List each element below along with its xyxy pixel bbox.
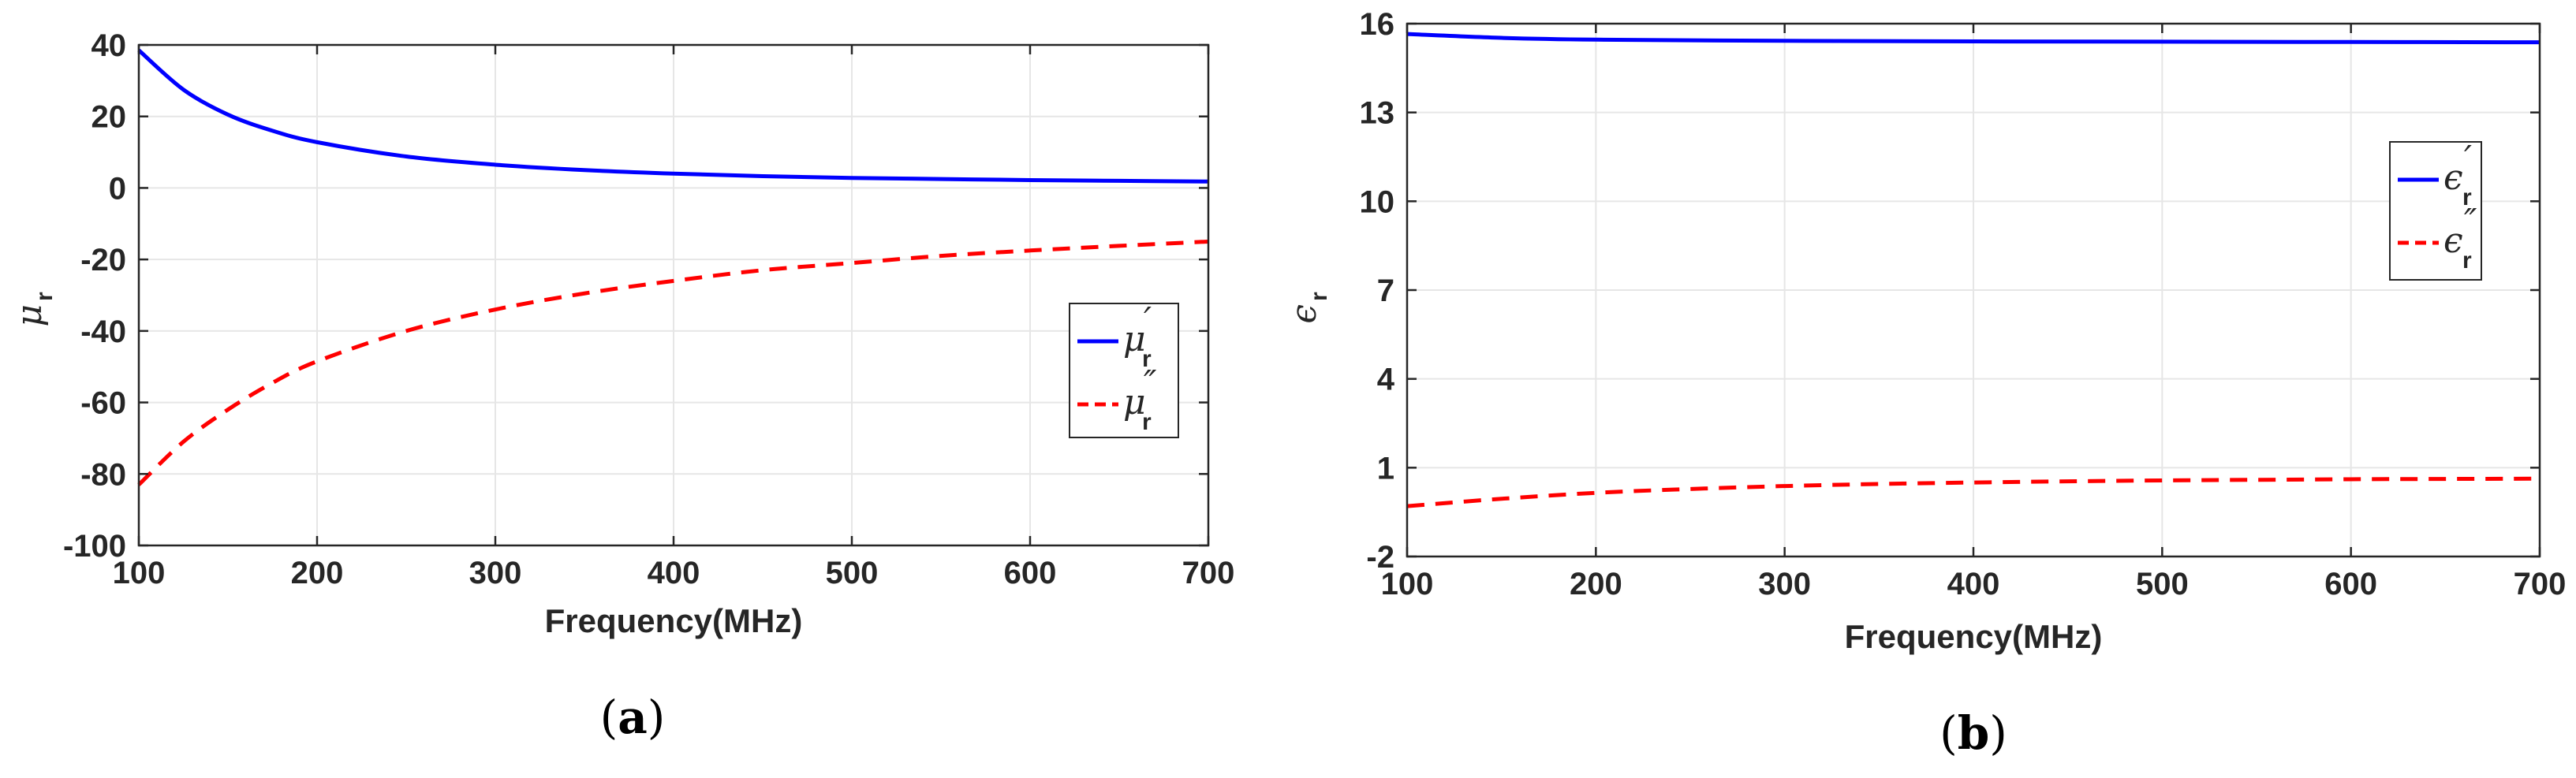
caption-open-paren: ( — [1939, 706, 1958, 760]
legend-symbol: μ — [1123, 382, 1146, 423]
y-tick-label: 4 — [1377, 363, 1395, 397]
series-line-real — [137, 48, 1209, 184]
panel-caption: (b) — [1939, 706, 2007, 760]
y-tick-label: 1 — [1377, 451, 1394, 486]
y-tick-label: -20 — [80, 243, 126, 277]
legend-prime: ″ — [1144, 363, 1157, 404]
x-tick-label: 100 — [113, 556, 166, 590]
y-tick-label: -60 — [80, 386, 126, 421]
panel-caption: (a) — [600, 691, 666, 744]
caption-letter: b — [1958, 706, 1990, 760]
legend-subscript: r — [1142, 346, 1152, 372]
legend-prime: ′ — [2464, 139, 2472, 179]
legend-box — [1069, 303, 1179, 438]
x-tick-label: 700 — [1182, 556, 1235, 590]
x-tick-label: 700 — [2514, 567, 2567, 601]
y-axis-subscript: r — [1306, 292, 1332, 301]
legend-subscript: r — [2462, 184, 2472, 210]
y-tick-label: -40 — [80, 315, 126, 349]
x-tick-label: 500 — [826, 556, 879, 590]
legend: μ′rμ″r — [1069, 300, 1179, 438]
caption-close-paren: ) — [648, 691, 666, 744]
x-tick-label: 400 — [648, 556, 700, 590]
x-tick-label: 300 — [1758, 567, 1811, 601]
y-tick-label: -80 — [80, 457, 126, 492]
legend-prime: ″ — [2464, 202, 2477, 242]
caption-letter: a — [618, 691, 648, 744]
x-tick-label: 200 — [1570, 567, 1622, 601]
y-tick-label: -100 — [63, 529, 126, 564]
series-line-imaginary — [137, 239, 1209, 486]
y-axis-label: μr — [9, 292, 58, 327]
series-line-real — [1406, 32, 2541, 45]
y-axis-label: ϵr — [1284, 292, 1332, 324]
x-tick-label: 600 — [2324, 567, 2377, 601]
chart-panel-b: 100 200 300 400 500 600 700 -2 1 4 7 10 13 16 Frequenc… — [1284, 7, 2566, 760]
y-tick-label: 16 — [1360, 7, 1395, 42]
series-line-imaginary — [1406, 476, 2541, 508]
legend-symbol: ϵ — [2443, 158, 2463, 198]
legend-symbol: μ — [1123, 319, 1146, 359]
y-tick-label: 0 — [109, 171, 126, 206]
legend-subscript: r — [2462, 248, 2472, 274]
x-axis-label: Frequency(MHz) — [545, 602, 803, 639]
legend-symbol: ϵ — [2443, 221, 2463, 261]
chart-panel-a: 100 200 300 400 500 600 700 -100 -80 -60 -40 -20 0 20… — [9, 28, 1234, 744]
caption-open-paren: ( — [600, 691, 618, 744]
caption-close-paren: ) — [1989, 706, 2007, 760]
y-tick-label: 7 — [1377, 274, 1394, 308]
x-tick-label: 300 — [469, 556, 522, 590]
y-tick-label: 40 — [91, 28, 127, 63]
y-axis-subscript: r — [32, 292, 58, 301]
x-tick-label: 200 — [291, 556, 344, 590]
x-tick-label: 100 — [1381, 567, 1434, 601]
y-tick-label: 20 — [91, 100, 127, 135]
legend-box — [2389, 141, 2482, 281]
legend-prime: ′ — [1144, 300, 1152, 341]
x-tick-label: 500 — [2136, 567, 2189, 601]
legend: ϵ ′rϵ ″r — [2389, 139, 2482, 281]
y-tick-label: 13 — [1360, 96, 1395, 131]
legend-subscript: r — [1142, 409, 1152, 435]
y-tick-label: 10 — [1360, 184, 1395, 219]
x-axis-label: Frequency(MHz) — [1845, 618, 2103, 655]
x-tick-label: 600 — [1004, 556, 1057, 590]
y-tick-label: -2 — [1366, 540, 1394, 575]
y-axis-symbol: μ — [9, 304, 50, 327]
y-axis-symbol: ϵ — [1284, 304, 1324, 324]
x-tick-label: 400 — [1947, 567, 2000, 601]
